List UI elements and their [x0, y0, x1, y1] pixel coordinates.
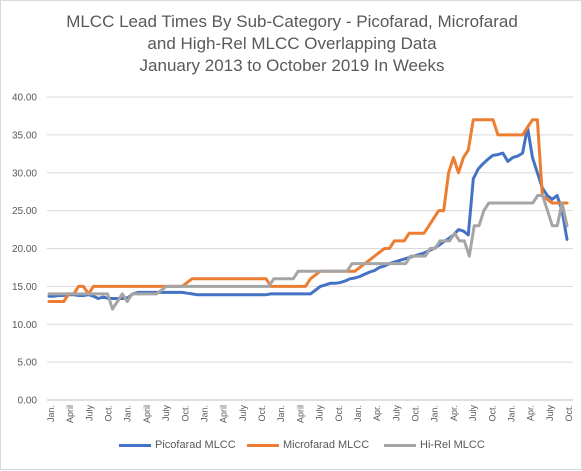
- x-tick-label: Jan.: [46, 405, 56, 422]
- x-tick-label: Jan.: [430, 405, 440, 422]
- y-tick-label: 5.00: [18, 358, 38, 369]
- x-tick-label: April: [295, 405, 305, 423]
- chart-title-line-3: January 2013 to October 2019 In Weeks: [139, 56, 445, 75]
- x-tick-label: July: [545, 405, 555, 422]
- x-tick-label: July: [391, 405, 401, 422]
- y-tick-label: 20.00: [12, 244, 37, 255]
- x-tick-label: Oct.: [180, 405, 190, 422]
- series-line-microfarad-mlcc: [47, 118, 569, 303]
- x-tick-label: April: [65, 405, 75, 423]
- y-tick-label: 15.00: [12, 282, 37, 293]
- y-tick-label: 30.00: [12, 168, 37, 179]
- x-tick-label: July: [161, 405, 171, 422]
- x-tick-label: Jan.: [199, 405, 209, 422]
- x-tick-label: April: [142, 405, 152, 423]
- chart-title-line-1: MLCC Lead Times By Sub-Category - Picofa…: [66, 12, 518, 31]
- legend-label: Picofarad MLCC: [155, 439, 236, 451]
- x-tick-label: Apr.: [526, 405, 536, 421]
- legend-item: Picofarad MLCC: [119, 439, 236, 451]
- chart-title-line-2: and High-Rel MLCC Overlapping Data: [147, 34, 437, 53]
- x-tick-label: Apr.: [449, 405, 459, 421]
- x-tick-label: Jan.: [276, 405, 286, 422]
- x-tick-label: Jan.: [123, 405, 133, 422]
- x-tick-label: Apr.: [372, 405, 382, 421]
- x-tick-label: Jan.: [506, 405, 516, 422]
- chart-legend: Picofarad MLCC Microfarad MLCC Hi-Rel MLCC: [1, 439, 582, 459]
- legend-swatch: [119, 443, 151, 447]
- x-tick-label: Oct.: [564, 405, 574, 422]
- y-tick-label: 35.00: [12, 130, 37, 141]
- x-tick-label: Oct.: [104, 405, 114, 422]
- series-line-hi-rel-mlcc: [47, 194, 569, 311]
- x-tick-label: July: [315, 405, 325, 422]
- y-tick-label: 25.00: [12, 206, 37, 217]
- legend-item: Hi-Rel MLCC: [384, 439, 485, 451]
- x-tick-label: Oct.: [257, 405, 267, 422]
- legend-label: Hi-Rel MLCC: [420, 439, 485, 451]
- x-tick-label: April: [219, 405, 229, 423]
- x-tick-label: July: [238, 405, 248, 422]
- x-tick-label: July: [468, 405, 478, 422]
- chart-title: MLCC Lead Times By Sub-Category - Picofa…: [1, 11, 582, 77]
- x-tick-label: Oct.: [411, 405, 421, 422]
- x-tick-label: Oct.: [334, 405, 344, 422]
- y-tick-label: 0.00: [18, 396, 38, 407]
- x-tick-label: July: [84, 405, 94, 422]
- legend-swatch: [384, 443, 416, 447]
- legend-swatch: [247, 443, 279, 447]
- y-tick-label: 40.00: [12, 93, 37, 104]
- legend-label: Microfarad MLCC: [283, 439, 370, 451]
- y-tick-label: 10.00: [12, 320, 37, 331]
- x-tick-label: Jan.: [353, 405, 363, 422]
- series-line-picofarad-mlcc: [47, 125, 569, 300]
- x-tick-label: Oct.: [487, 405, 497, 422]
- legend-item: Microfarad MLCC: [247, 439, 369, 451]
